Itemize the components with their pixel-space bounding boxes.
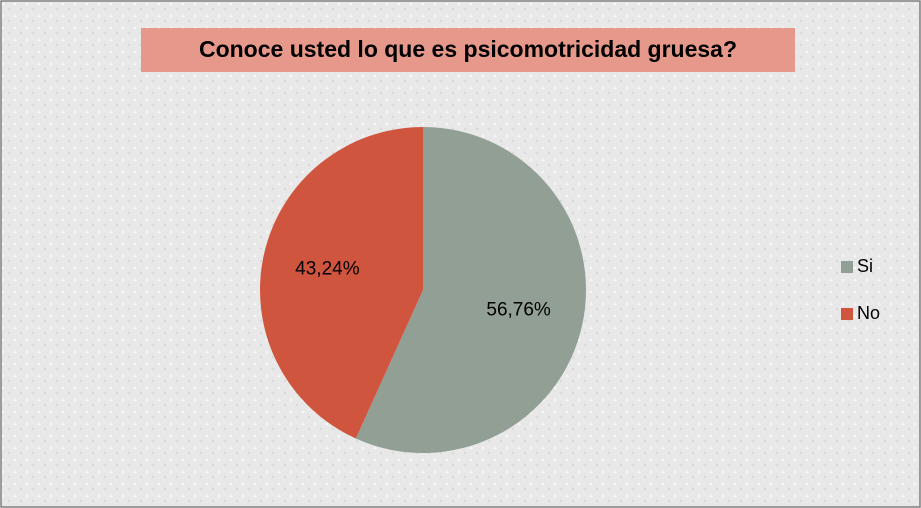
- data-label: 43,24%: [295, 258, 360, 279]
- legend: Si No: [841, 256, 880, 323]
- pie-slice: [355, 127, 586, 453]
- chart-title: Conoce usted lo que es psicomotricidad g…: [199, 36, 737, 62]
- legend-swatch: [841, 261, 853, 273]
- legend-label: Si: [857, 256, 873, 276]
- pie-slice: [259, 127, 423, 439]
- title-box: [141, 28, 795, 72]
- data-label: 56,76%: [486, 300, 551, 321]
- legend-swatch: [841, 308, 853, 320]
- pie: 56,76% 43,24%: [259, 127, 586, 453]
- legend-label: No: [857, 303, 880, 323]
